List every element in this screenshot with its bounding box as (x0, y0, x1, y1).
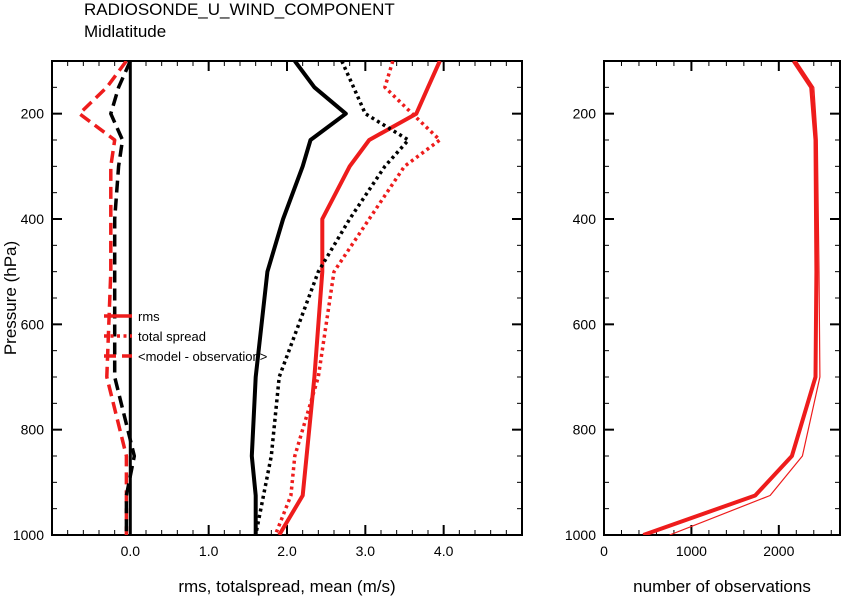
left-x-axis-label: rms, totalspread, mean (m/s) (178, 577, 395, 596)
left-x-tick-label: 0.0 (121, 543, 141, 559)
left-series-black-total-spread (253, 61, 411, 535)
left-x-tick-label: 3.0 (356, 543, 376, 559)
right-series-red-observations-thin (669, 61, 821, 535)
right-series-red-observations-thick (642, 61, 819, 535)
right-x-tick-label: 0 (600, 543, 608, 559)
right-plot-frame (603, 60, 841, 536)
left-y-tick-label: 200 (21, 106, 45, 122)
left-series-red-model-observation (77, 61, 129, 535)
left-plot-frame (51, 60, 523, 536)
right-x-tick-label: 1000 (676, 543, 707, 559)
left-y-tick-label: 800 (21, 422, 45, 438)
left-y-axis-label: Pressure (hPa) (1, 241, 20, 355)
right-x-tick-label: 2000 (763, 543, 794, 559)
chart-title: RADIOSONDE_U_WIND_COMPONENT (84, 0, 395, 19)
legend-label-2: total spread (138, 329, 206, 344)
chart-subtitle: Midlatitude (84, 22, 167, 41)
right-y-tick-label: 600 (573, 316, 597, 332)
left-y-tick-label: 1000 (13, 527, 44, 543)
right-y-tick-label: 1000 (565, 527, 596, 543)
left-series-black-rms (249, 61, 348, 535)
left-series-red-rms (277, 61, 442, 535)
left-series-red-total-spread (273, 61, 442, 535)
left-x-tick-label: 1.0 (199, 543, 219, 559)
legend-label-1: rms (138, 309, 160, 324)
right-y-tick-label: 800 (573, 422, 597, 438)
legend-label-3: <model - observation> (138, 349, 267, 364)
right-x-axis-label: number of observations (633, 577, 811, 596)
right-y-tick-label: 200 (573, 106, 597, 122)
right-y-tick-label: 400 (573, 211, 597, 227)
left-y-tick-label: 600 (21, 316, 45, 332)
left-y-tick-label: 400 (21, 211, 45, 227)
left-x-tick-label: 4.0 (434, 543, 454, 559)
left-x-tick-label: 2.0 (277, 543, 297, 559)
